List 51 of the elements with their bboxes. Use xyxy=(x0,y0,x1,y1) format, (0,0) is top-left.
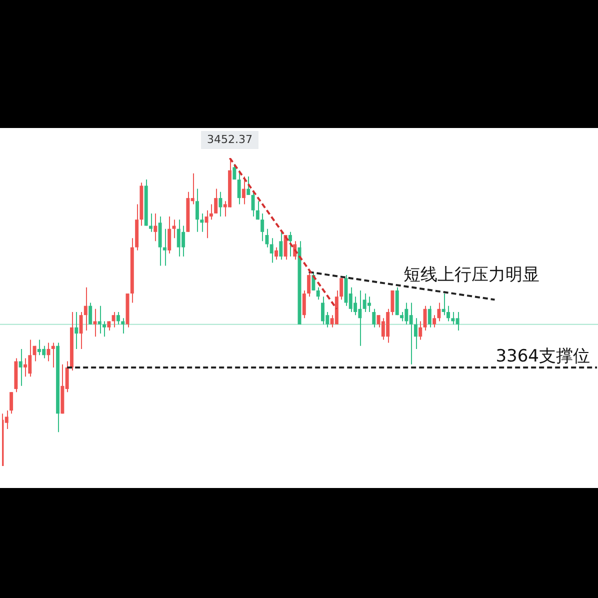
candlestick xyxy=(121,318,125,334)
candlestick xyxy=(437,302,441,322)
candlestick xyxy=(200,212,204,232)
candlestick xyxy=(265,228,269,248)
candlestick xyxy=(88,302,92,325)
candlestick xyxy=(18,348,22,386)
candlestick xyxy=(316,286,320,300)
candlestick xyxy=(32,345,36,362)
candlestick xyxy=(93,308,97,338)
candlestick xyxy=(149,212,152,232)
candlestick xyxy=(256,200,260,220)
candlestick xyxy=(367,296,371,312)
series-label: 短线上行压力明显 xyxy=(404,265,540,286)
candlestick xyxy=(428,305,432,328)
candlestick xyxy=(302,290,306,319)
candlestick xyxy=(107,320,111,331)
candlestick xyxy=(74,312,78,350)
candlestick xyxy=(10,392,14,414)
candlestick xyxy=(418,320,422,340)
series-label: 3364支撑位 xyxy=(496,346,590,366)
candlestick xyxy=(372,308,376,328)
candlestick xyxy=(168,216,172,254)
candlestick xyxy=(162,228,166,266)
candlestick xyxy=(423,305,427,331)
candlestick xyxy=(246,176,250,196)
candlestick xyxy=(242,176,246,205)
candlestick xyxy=(116,312,120,325)
candlestick xyxy=(340,278,344,300)
candlestick xyxy=(237,170,241,205)
candlestick xyxy=(414,318,418,350)
candlestick xyxy=(84,286,88,331)
candlestick xyxy=(288,231,292,258)
candlestick xyxy=(232,164,236,180)
candlestick xyxy=(400,312,404,322)
candlestick xyxy=(274,246,278,260)
candlestick xyxy=(279,231,283,260)
candlestick xyxy=(432,314,436,328)
candlestick xyxy=(270,238,274,264)
candlestick xyxy=(218,191,222,218)
candlestick xyxy=(195,188,199,232)
text: 3452.37 xyxy=(207,132,253,146)
candlestick xyxy=(112,312,116,328)
candlestick xyxy=(46,342,50,362)
candlestick xyxy=(214,188,218,214)
candlestick xyxy=(51,342,55,368)
candlestick xyxy=(154,212,158,242)
candlestick xyxy=(251,191,255,218)
candlestick xyxy=(260,212,264,242)
candlestick xyxy=(79,312,83,350)
candlestick xyxy=(307,271,311,298)
candlestick xyxy=(172,219,176,239)
